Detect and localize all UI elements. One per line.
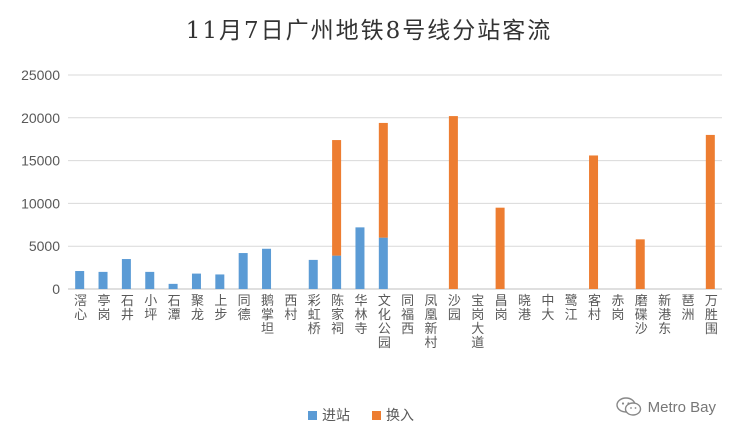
bar-entry xyxy=(378,237,388,289)
x-tick-label: 滘心 xyxy=(74,294,87,323)
x-tick-label: 小坪 xyxy=(144,294,157,323)
bar-entry xyxy=(332,255,342,289)
legend-swatch xyxy=(308,411,317,420)
x-tick-label: 琶洲 xyxy=(681,294,694,323)
x-tick-label: 新港东 xyxy=(658,293,671,337)
bar-entry xyxy=(215,274,225,289)
bar-transfer xyxy=(378,122,388,238)
y-tick-label: 25000 xyxy=(21,67,60,83)
bar-entry xyxy=(75,271,85,289)
bar-entry xyxy=(98,271,108,289)
bar-transfer xyxy=(705,134,715,289)
y-tick-label: 0 xyxy=(52,281,60,297)
x-axis-tick-labels: 滘心亭岗石井小坪石潭聚龙上步同德鹅掌坦西村彩虹桥陈家祠华林寺文化公园同福西凤凰新… xyxy=(74,293,718,351)
x-tick-label: 鹅掌坦 xyxy=(261,293,274,337)
x-tick-label: 凤凰新村 xyxy=(425,294,438,351)
x-tick-label: 亭岗 xyxy=(98,293,111,323)
x-tick-label: 文化公园 xyxy=(378,294,391,351)
x-tick-label: 西村 xyxy=(284,294,297,323)
x-tick-label: 晓港 xyxy=(518,294,531,323)
bar-transfer xyxy=(332,140,342,256)
bar-transfer xyxy=(635,239,645,289)
x-tick-label: 磨碟沙 xyxy=(635,294,648,337)
x-tick-label: 赤岗 xyxy=(611,294,624,323)
y-axis-tick-labels: 0 5000 10000 15000 20000 25000 xyxy=(21,67,60,297)
bars xyxy=(75,116,715,289)
bar-entry xyxy=(145,271,155,289)
x-tick-label: 宝岗大道 xyxy=(471,294,484,351)
x-tick-label: 石潭 xyxy=(168,294,181,323)
x-tick-label: 鹭江 xyxy=(565,293,578,323)
x-tick-label: 聚龙 xyxy=(191,294,204,323)
bar-entry xyxy=(262,248,272,289)
bar-entry xyxy=(308,259,318,289)
gridlines xyxy=(68,74,722,290)
bar-entry xyxy=(121,259,131,289)
x-tick-label: 中大 xyxy=(541,294,554,323)
chart-title: 11月7日广州地铁8号线分站客流 xyxy=(186,18,553,44)
x-tick-label: 同德 xyxy=(238,294,251,323)
bar-entry xyxy=(191,273,201,289)
bar-transfer xyxy=(495,207,505,289)
legend-swatch xyxy=(372,411,381,420)
x-tick-label: 昌岗 xyxy=(495,294,508,323)
x-tick-label: 华林寺 xyxy=(354,294,367,337)
x-tick-label: 彩虹桥 xyxy=(308,294,321,337)
bar-entry xyxy=(238,253,248,289)
y-tick-label: 10000 xyxy=(21,195,60,211)
watermark-text: Metro Bay xyxy=(647,398,716,416)
x-tick-label: 上步 xyxy=(214,294,227,323)
bar-transfer xyxy=(448,116,458,289)
x-tick-label: 同福西 xyxy=(401,294,414,337)
watermark: Metro Bay xyxy=(615,397,716,417)
x-tick-label: 沙园 xyxy=(448,294,461,323)
y-tick-label: 20000 xyxy=(21,110,60,126)
x-tick-label: 石井 xyxy=(121,294,134,323)
y-tick-label: 5000 xyxy=(29,238,60,254)
wechat-icon xyxy=(615,397,641,416)
bar-entry xyxy=(355,227,365,289)
x-tick-label: 万胜围 xyxy=(705,294,718,337)
bar-entry xyxy=(168,283,178,289)
legend-label: 换入 xyxy=(386,407,414,424)
x-tick-label: 陈家祠 xyxy=(331,293,344,337)
legend: 进站 换入 xyxy=(308,407,414,424)
bar-transfer xyxy=(589,155,599,289)
y-tick-label: 15000 xyxy=(21,153,60,169)
x-tick-label: 客村 xyxy=(588,293,601,323)
legend-label: 进站 xyxy=(322,408,350,424)
